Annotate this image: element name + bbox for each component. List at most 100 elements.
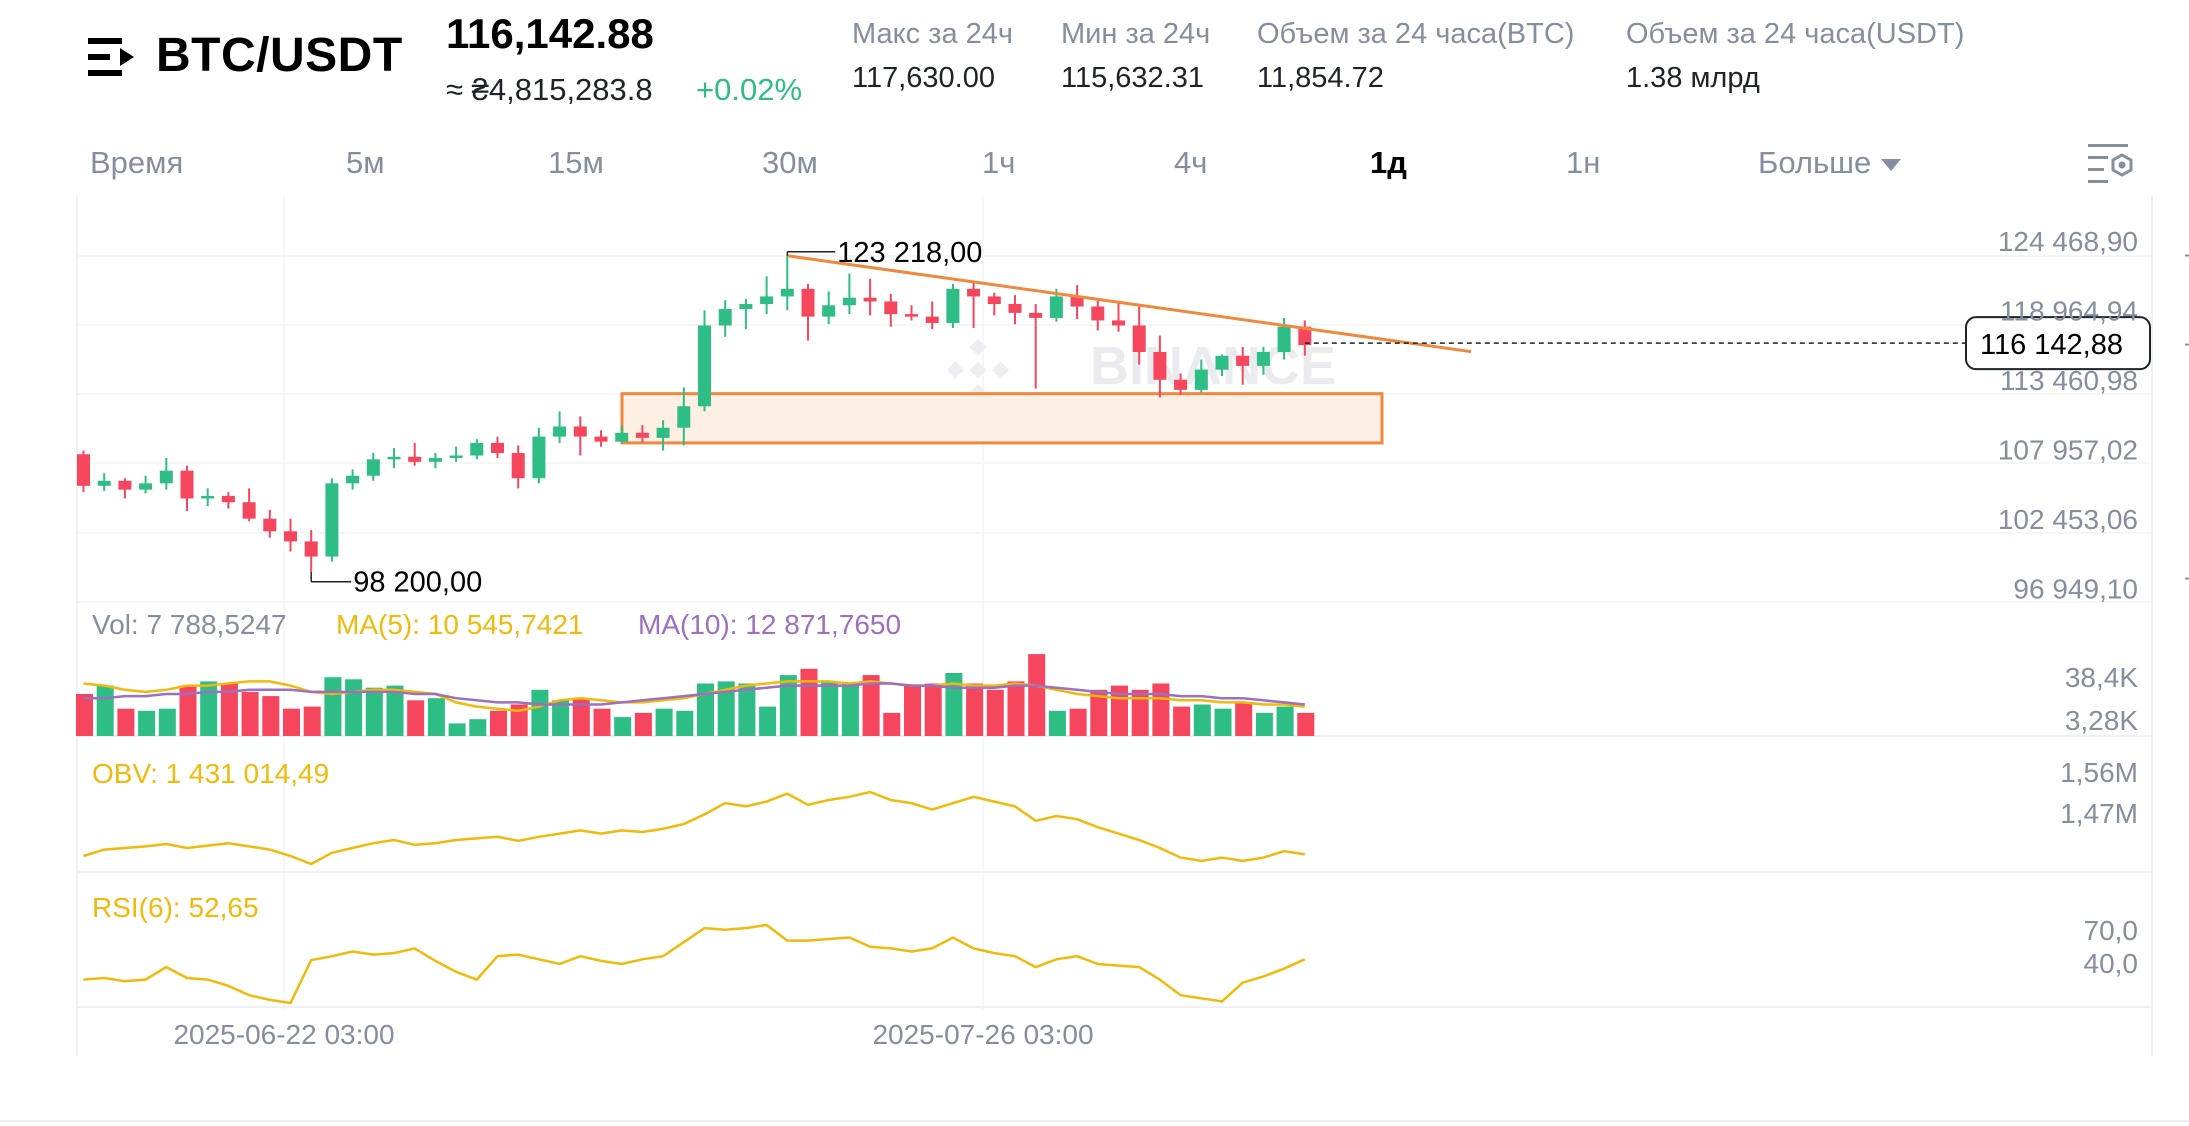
candle-body <box>801 288 815 317</box>
volume-axis-label: 38,4K <box>2065 662 2138 693</box>
candle-body <box>925 316 939 323</box>
volume-bar <box>1090 689 1108 736</box>
tab-15m[interactable]: 15м <box>548 145 604 180</box>
volume-bar <box>1028 654 1046 736</box>
volume-bar <box>262 696 280 736</box>
candle-body <box>1174 379 1188 390</box>
volume-bar <box>407 700 425 736</box>
candle-body <box>739 304 753 310</box>
volume-bar <box>1152 683 1170 736</box>
ma10-label: MA(10): 12 871,7650 <box>638 609 901 640</box>
volume-bar <box>510 704 528 736</box>
candle-body <box>470 442 484 456</box>
candle-body <box>387 456 401 460</box>
volume-bar <box>614 717 632 736</box>
candle-body <box>304 541 318 557</box>
volume-bar <box>593 708 611 736</box>
stat-vol-btc-value: 11,854.72 <box>1257 62 1384 94</box>
volume-bar <box>241 691 259 736</box>
price-axis: 124 468,90 118 964,94 113 460,98 107 957,02… <box>1998 226 2189 605</box>
candles <box>77 255 1312 572</box>
annotations: 123 218,00 98 200,00 <box>310 237 982 599</box>
candle-body <box>201 495 215 499</box>
tab-1h[interactable]: 1ч <box>982 145 1016 180</box>
volume-bar <box>220 683 238 736</box>
candle-body <box>1236 355 1250 366</box>
volume-bar <box>1131 689 1149 736</box>
volume-bar <box>138 710 156 736</box>
axis-edge-mark: - <box>2184 330 2189 357</box>
candle-body <box>139 483 153 490</box>
volume-bar <box>779 675 797 736</box>
rsi-axis-label: 70,0 <box>2084 915 2139 946</box>
price-axis-label: 113 460,98 <box>2000 365 2138 396</box>
chart-settings-icon[interactable] <box>2086 140 2134 184</box>
volume-bar <box>841 683 859 736</box>
tab-more[interactable]: Больше <box>1758 145 1902 181</box>
volume-bar <box>158 708 176 736</box>
volume-bar <box>800 668 818 736</box>
volume-bar <box>1048 710 1066 736</box>
price-axis-label: 118 964,94 <box>2000 296 2138 327</box>
volume-axis-label: 3,28K <box>2065 705 2138 736</box>
candle-body <box>1256 351 1270 366</box>
tab-4h[interactable]: 4ч <box>1174 145 1208 180</box>
support-zone-rect <box>620 392 1384 445</box>
candle-body <box>615 432 629 442</box>
candle-body <box>1091 306 1105 321</box>
candle-body <box>677 406 691 428</box>
price-axis-label: 124 468,90 <box>1998 226 2138 257</box>
trend-line <box>787 254 1472 354</box>
candle-body <box>573 426 587 437</box>
tab-30m[interactable]: 30м <box>762 145 818 180</box>
candle-body <box>967 288 981 297</box>
obv-line <box>83 790 1305 866</box>
candle-body <box>77 454 90 486</box>
axis-edge-mark: - <box>2184 241 2189 268</box>
candle-body <box>760 296 774 305</box>
tab-1w[interactable]: 1н <box>1566 145 1601 180</box>
rsi-panel: RSI(6): 52,65 70,040,0 <box>83 892 2139 1005</box>
obv-axis-label: 1,56M <box>2060 757 2138 788</box>
price-change-percent: +0.02% <box>696 72 803 107</box>
candle-body <box>1194 369 1208 390</box>
binance-logo-icon <box>946 338 1010 402</box>
time-axis: 2025-06-22 03:00 2025-07-26 03:00 <box>173 1019 1093 1050</box>
obv-label: OBV: 1 431 014,49 <box>92 758 329 789</box>
candle-body <box>1298 326 1312 346</box>
current-price-line: 116 142,88 <box>1304 316 2151 371</box>
volume-bar <box>531 689 549 736</box>
candle-body <box>1215 355 1229 370</box>
candle-body <box>594 436 608 442</box>
volume-bar <box>200 681 218 736</box>
rsi-axis-label: 40,0 <box>2084 948 2139 979</box>
volume-bar <box>862 675 880 736</box>
volume-bar <box>676 710 694 736</box>
volume-bar <box>759 706 777 736</box>
volume-bar <box>365 687 383 736</box>
volume-bar <box>283 708 300 736</box>
volume-bar <box>655 708 673 736</box>
support-zone <box>620 392 1384 445</box>
volume-bar <box>324 677 342 736</box>
volume-bar <box>821 681 839 736</box>
candle-body <box>118 480 132 490</box>
pair-title[interactable]: BTC/USDT <box>156 29 403 82</box>
volume-bar <box>552 700 570 736</box>
tab-5m[interactable]: 5м <box>346 145 385 180</box>
volume-bar <box>883 712 901 736</box>
candle-body <box>366 459 380 476</box>
last-price: 116,142.88 <box>446 10 654 57</box>
tab-1d[interactable]: 1д <box>1370 145 1407 180</box>
candle-body <box>822 305 836 317</box>
tab-time[interactable]: Время <box>90 145 184 180</box>
candle-body <box>698 325 711 407</box>
menu-icon[interactable] <box>88 34 136 80</box>
volume-bar <box>966 683 984 736</box>
candle-body <box>221 495 235 503</box>
candle-body <box>1132 325 1146 352</box>
candle-body <box>884 301 898 315</box>
rsi-label: RSI(6): 52,65 <box>92 892 259 923</box>
axis-edge-mark: - <box>2184 564 2189 591</box>
